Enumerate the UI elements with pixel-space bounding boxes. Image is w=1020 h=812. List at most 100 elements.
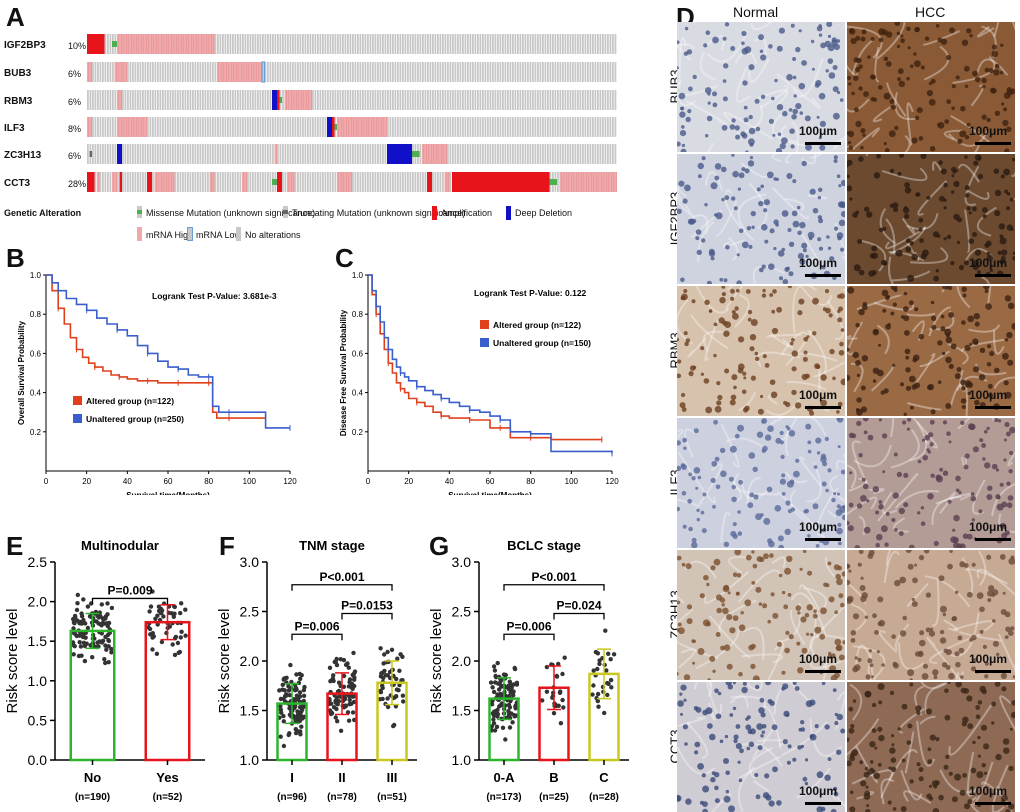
cell-nucleus <box>771 592 775 596</box>
cell-nucleus <box>719 278 723 282</box>
track-cell <box>445 117 447 137</box>
track-cell <box>110 144 112 164</box>
cell-nucleus <box>749 115 753 119</box>
cell-nucleus <box>683 525 687 529</box>
cell-nucleus <box>757 556 763 562</box>
data-point <box>171 642 175 646</box>
track-cell <box>557 90 559 110</box>
track-cell <box>122 144 124 164</box>
track-cell <box>312 144 314 164</box>
cell-nucleus <box>677 556 682 561</box>
track-cell <box>545 34 547 54</box>
cell-nucleus <box>834 44 840 50</box>
data-point <box>294 688 298 692</box>
track-cell <box>462 117 464 137</box>
cell-nucleus <box>819 634 825 640</box>
x-tick-label: 80 <box>204 477 213 486</box>
track-cell <box>257 172 259 192</box>
cell-nucleus <box>748 318 752 322</box>
cell-nucleus <box>834 564 840 570</box>
track-cell <box>525 62 527 82</box>
track-cell <box>270 90 272 110</box>
track-cell <box>352 62 354 82</box>
cell-nucleus <box>825 437 829 441</box>
data-point <box>508 725 512 729</box>
track-cell <box>497 144 499 164</box>
track-cell <box>372 144 374 164</box>
cell-nucleus <box>783 401 787 405</box>
track-cell <box>282 144 284 164</box>
cell-nucleus <box>769 119 774 124</box>
cell-nucleus <box>792 758 796 762</box>
cell-nucleus <box>853 75 859 81</box>
track-cell <box>600 34 602 54</box>
cell-nucleus <box>943 613 946 616</box>
data-point <box>99 640 103 644</box>
track-cell <box>135 90 137 110</box>
track-cell <box>322 144 324 164</box>
cell-nucleus <box>937 123 940 126</box>
track-cell <box>490 34 492 54</box>
track-cell <box>382 90 384 110</box>
track-cell <box>95 90 97 110</box>
cell-nucleus <box>861 577 864 580</box>
data-point <box>107 639 111 643</box>
track-cell <box>387 172 389 192</box>
cell-nucleus <box>861 592 868 599</box>
cell-nucleus <box>786 714 789 717</box>
cell-nucleus <box>862 478 866 482</box>
cell-nucleus <box>814 465 818 469</box>
track-cell <box>380 62 382 82</box>
track-cell <box>357 62 359 82</box>
cell-nucleus <box>730 297 734 301</box>
track-cell <box>267 62 269 82</box>
cell-nucleus <box>715 457 720 462</box>
cell-nucleus <box>740 131 745 136</box>
cell-nucleus <box>753 564 758 569</box>
track-cell <box>420 62 422 82</box>
data-point <box>381 661 385 665</box>
cell-nucleus <box>744 106 748 110</box>
track-cell <box>515 34 517 54</box>
tissue-fiber <box>850 685 861 721</box>
cell-nucleus <box>714 176 719 181</box>
track-cell <box>545 117 547 137</box>
track-cell <box>417 117 419 137</box>
cell-nucleus <box>861 37 866 42</box>
cell-nucleus <box>964 155 968 159</box>
track-cell <box>140 62 142 82</box>
cell-nucleus <box>870 760 874 764</box>
cell-nucleus <box>834 227 838 231</box>
cell-nucleus <box>1003 738 1010 745</box>
cell-nucleus <box>826 235 830 239</box>
track-cell <box>455 34 457 54</box>
cell-nucleus <box>909 545 915 548</box>
cell-nucleus <box>696 509 699 512</box>
track-cell <box>197 117 199 137</box>
cell-nucleus <box>984 462 990 468</box>
cell-nucleus <box>728 805 735 812</box>
track-cell <box>362 144 364 164</box>
track-cell <box>392 90 394 110</box>
cell-nucleus <box>991 721 994 724</box>
track-cell <box>145 172 147 192</box>
cell-nucleus <box>694 428 699 433</box>
data-point <box>401 699 405 703</box>
track-cell <box>207 117 209 137</box>
data-point <box>294 731 298 735</box>
track-cell <box>552 144 554 164</box>
cell-nucleus <box>903 315 909 321</box>
cell-nucleus <box>779 574 783 578</box>
scale-bar <box>805 538 841 541</box>
gene-pct: 6% <box>68 151 81 161</box>
tissue-fiber <box>976 364 1006 375</box>
track-cell <box>327 62 329 82</box>
track-cell <box>450 172 452 192</box>
track-cell <box>445 62 447 82</box>
data-point <box>513 667 517 671</box>
data-point <box>81 597 85 601</box>
track-cell <box>155 90 157 110</box>
p-value-label: P=0.006 <box>506 619 551 633</box>
x-tick-label: 100 <box>565 477 579 486</box>
cell-nucleus <box>951 343 957 349</box>
